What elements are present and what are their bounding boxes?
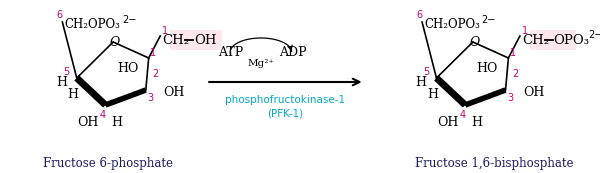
Text: H: H — [56, 75, 67, 89]
Text: 1: 1 — [510, 48, 516, 58]
Text: phosphofructokinase-1: phosphofructokinase-1 — [226, 95, 346, 105]
FancyBboxPatch shape — [170, 30, 221, 50]
Text: 2−: 2− — [122, 15, 136, 25]
Text: CH₂OPO₃: CH₂OPO₃ — [424, 19, 480, 31]
Text: Mg²⁺: Mg²⁺ — [247, 60, 274, 69]
Text: H: H — [112, 116, 122, 130]
Text: 4: 4 — [100, 110, 106, 120]
Text: CH₂OPO₃: CH₂OPO₃ — [64, 19, 120, 31]
Text: Fructose 6-phosphate: Fructose 6-phosphate — [43, 157, 173, 170]
Text: H: H — [427, 88, 438, 101]
Text: CH₂: CH₂ — [162, 34, 189, 47]
Text: 2: 2 — [512, 69, 518, 79]
FancyBboxPatch shape — [530, 30, 600, 50]
Text: H: H — [471, 116, 482, 130]
Text: HO: HO — [476, 61, 498, 75]
Text: H: H — [67, 88, 79, 101]
Text: 2: 2 — [152, 69, 158, 79]
Text: OH: OH — [437, 116, 458, 130]
Text: OPO₃: OPO₃ — [553, 34, 589, 47]
Text: OH: OH — [163, 85, 184, 98]
Text: O: O — [470, 37, 480, 49]
Text: 2−: 2− — [588, 30, 600, 40]
Text: ATP: ATP — [218, 45, 243, 58]
Text: 3: 3 — [507, 93, 514, 103]
Text: Fructose 1,6-bisphosphate: Fructose 1,6-bisphosphate — [415, 157, 573, 170]
Text: CH₂: CH₂ — [522, 34, 549, 47]
Text: 1: 1 — [522, 26, 528, 36]
Text: 6: 6 — [416, 10, 422, 20]
Text: ADP: ADP — [279, 45, 307, 58]
Text: OH: OH — [77, 116, 99, 130]
Text: 5: 5 — [423, 67, 429, 77]
Text: O: O — [110, 37, 120, 49]
Text: 3: 3 — [148, 93, 154, 103]
Text: 1: 1 — [162, 26, 168, 36]
Text: OH: OH — [523, 85, 544, 98]
Text: 5: 5 — [63, 67, 70, 77]
Text: OH: OH — [194, 34, 216, 47]
Text: 2−: 2− — [482, 15, 496, 25]
Text: 1: 1 — [151, 48, 157, 58]
Text: 6: 6 — [56, 10, 62, 20]
Text: 4: 4 — [459, 110, 466, 120]
Text: (PFK-1): (PFK-1) — [268, 109, 304, 119]
Text: H: H — [416, 75, 427, 89]
Text: HO: HO — [117, 61, 138, 75]
